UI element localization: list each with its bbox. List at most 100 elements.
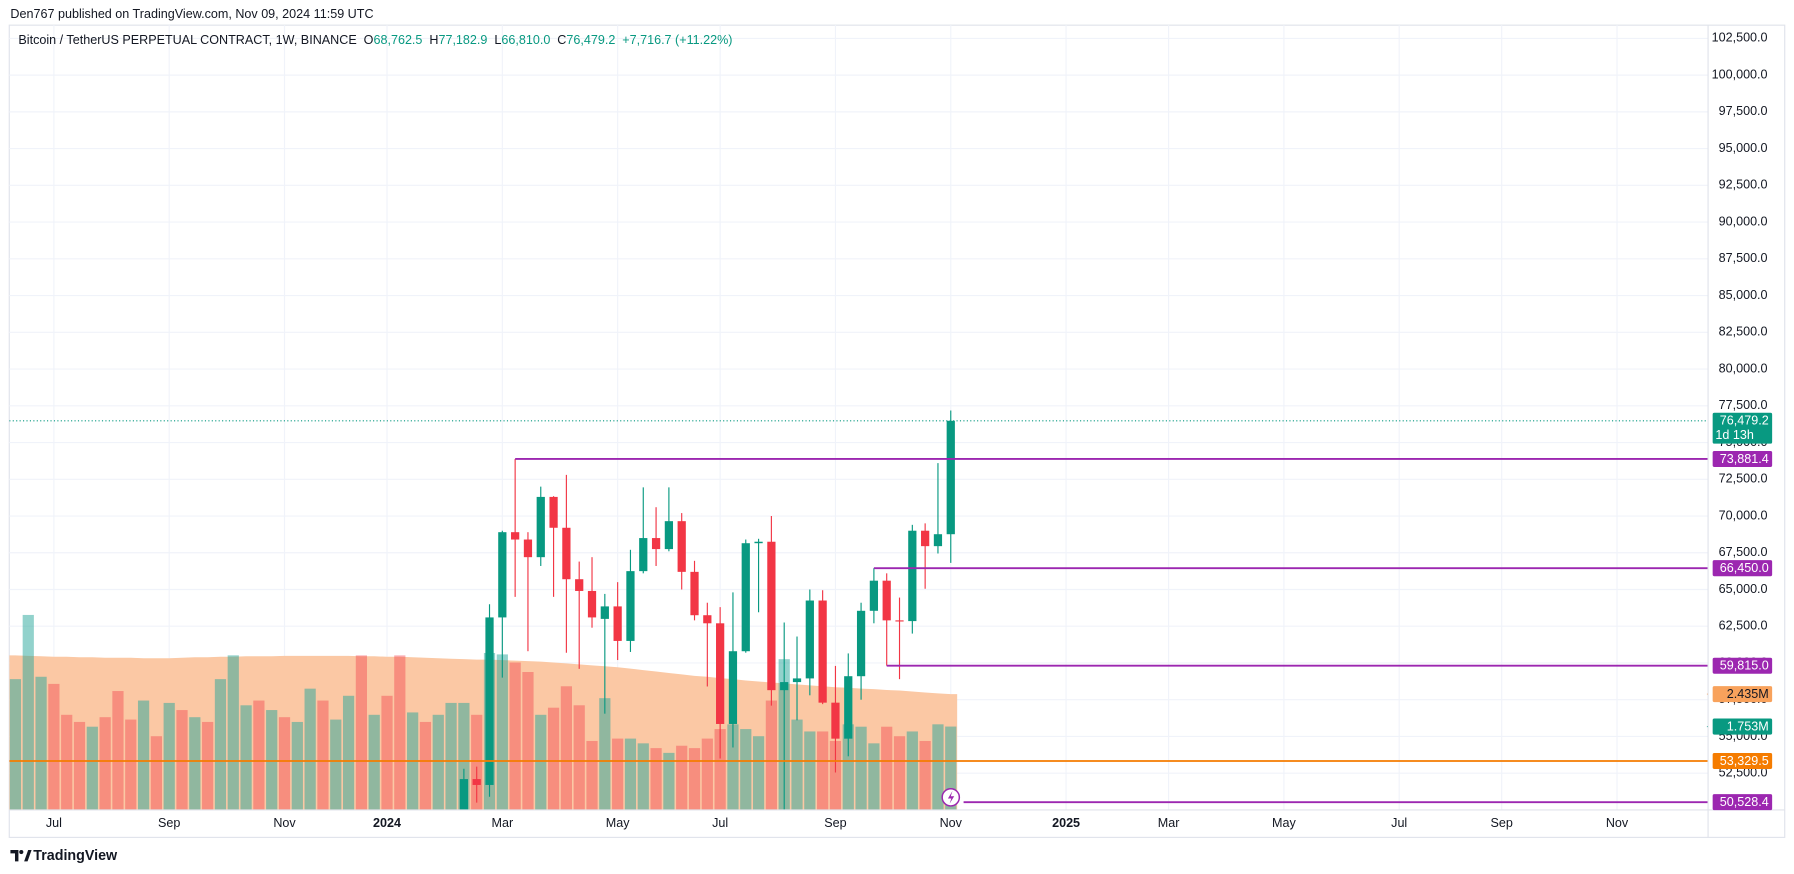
y-tick-label: 62,500.0	[1719, 619, 1768, 633]
volume-bar	[445, 702, 457, 810]
volume-bar	[240, 705, 252, 810]
volume-last-badge-label: 1.753M	[1727, 719, 1769, 733]
logo-mark	[10, 849, 19, 862]
volume-bar	[368, 714, 380, 810]
logo-dot	[19, 849, 24, 855]
symbol-title: Bitcoin / TetherUS PERPETUAL CONTRACT, 1…	[18, 34, 356, 48]
y-tick-label: 82,500.0	[1719, 325, 1768, 339]
y-tick-label: 52,500.0	[1719, 766, 1768, 780]
candle-body	[690, 571, 699, 616]
volume-bar	[471, 714, 483, 810]
change-value: +7,716.7 (+11.22%)	[622, 34, 732, 48]
volume-bar	[688, 748, 701, 810]
volume-bar	[35, 676, 47, 810]
candle-body	[767, 541, 776, 691]
candle-body	[856, 610, 866, 677]
volume-bar	[189, 717, 201, 810]
y-tick-label: 100,000.0	[1712, 67, 1768, 81]
x-tick-label: 2025	[1052, 816, 1080, 830]
price-pane	[9, 410, 1709, 810]
volume-bar	[432, 714, 444, 810]
volume-bar	[125, 719, 137, 810]
close-value: 76,479.2	[566, 34, 615, 48]
volume-bar	[163, 702, 175, 810]
y-tick-label: 67,500.0	[1719, 545, 1768, 559]
volume-bar	[752, 736, 765, 810]
volume-bar	[547, 707, 560, 810]
level-badge-label: 66,450.0	[1720, 561, 1769, 575]
level-badge	[1712, 560, 1773, 577]
x-tick-label: Sep	[1491, 816, 1513, 830]
volume-bar	[73, 721, 86, 810]
level-badge-label: 53,329.5	[1720, 754, 1769, 768]
logo-slash	[24, 849, 32, 862]
candle-body	[575, 579, 584, 591]
volume-bar	[701, 738, 713, 810]
candle-body	[844, 676, 853, 739]
x-tick-label: Nov	[1606, 816, 1629, 830]
footer-brand: TradingView	[33, 848, 118, 864]
candle-body	[716, 623, 725, 724]
volume-bar	[291, 721, 303, 810]
volume-bar	[829, 740, 842, 810]
axes: 52,500.055,000.057,500.060,000.062,500.0…	[46, 31, 1773, 830]
volume-bar	[535, 714, 547, 810]
volume-bar	[881, 726, 893, 810]
volume-bar	[573, 705, 585, 810]
volume-bar	[317, 700, 329, 810]
volume-ma-badge	[1712, 686, 1773, 703]
candle-body	[703, 615, 712, 624]
candle-body	[946, 420, 955, 535]
volume-bar	[599, 698, 611, 810]
volume-bar	[214, 679, 227, 810]
volume-bar	[227, 655, 239, 810]
x-tick-label: Nov	[273, 816, 296, 830]
candle-body	[933, 534, 943, 547]
footer-logo	[10, 849, 32, 862]
event-icon-bolt	[947, 791, 955, 804]
candle-body	[485, 617, 494, 785]
legend: Bitcoin / TetherUS PERPETUAL CONTRACT, 1…	[18, 34, 732, 48]
volume-bar	[86, 726, 98, 810]
level-badge-label: 73,881.4	[1720, 452, 1769, 466]
volume-bar	[112, 691, 124, 810]
candle-body	[651, 538, 661, 550]
volume-bar	[650, 748, 662, 810]
candle-body	[472, 779, 481, 785]
candle-body	[562, 527, 571, 580]
volume-bar	[22, 614, 34, 810]
volume-bar	[842, 724, 854, 810]
volume-bar	[137, 700, 150, 810]
x-tick-label: 2024	[373, 816, 401, 830]
volume-last-badge	[1712, 718, 1773, 735]
x-tick-label: Sep	[824, 816, 846, 830]
x-tick-label: Sep	[158, 816, 180, 830]
published-note: Den767 published on TradingView.com, Nov…	[10, 7, 373, 21]
x-tick-label: May	[606, 816, 630, 830]
volume-bar	[266, 710, 278, 810]
volume-bar	[176, 710, 188, 810]
volume-bar	[612, 738, 624, 810]
low-label: L	[494, 34, 501, 48]
y-tick-label: 70,000.0	[1719, 508, 1768, 522]
volume-bar	[202, 721, 214, 810]
close-label: C	[557, 34, 566, 48]
y-tick-label: 92,500.0	[1719, 178, 1768, 192]
y-tick-label: 97,500.0	[1719, 104, 1768, 118]
x-tick-label: Mar	[491, 816, 513, 830]
volume-bar	[919, 740, 931, 810]
y-tick-label: 65,000.0	[1719, 582, 1768, 596]
countdown-label: 1d 13h	[1715, 428, 1753, 442]
volume-bar	[740, 729, 752, 810]
level-badge	[1712, 657, 1773, 674]
volume-bar	[637, 743, 649, 810]
candle-body	[536, 496, 545, 558]
level-badge-label: 50,528.4	[1720, 795, 1769, 809]
volume-bar	[586, 740, 598, 810]
volume-bar	[932, 724, 944, 810]
y-tick-label: 90,000.0	[1719, 214, 1768, 228]
y-tick-label: 95,000.0	[1719, 141, 1768, 155]
volume-bar	[791, 719, 803, 810]
candle-body	[818, 600, 827, 703]
